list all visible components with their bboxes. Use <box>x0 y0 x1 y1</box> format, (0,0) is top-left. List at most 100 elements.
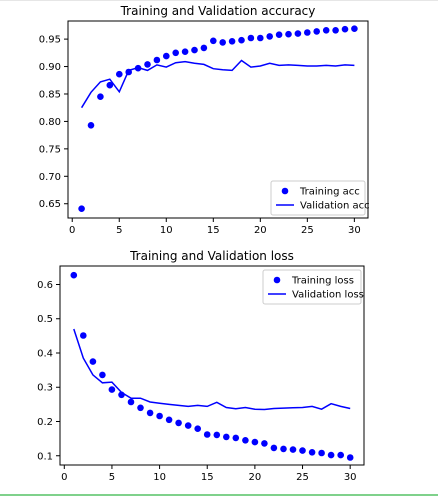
acc-training-point <box>200 44 208 52</box>
loss-x-tick-label: 0 <box>61 472 67 483</box>
acc-legend-label: Training acc <box>299 187 360 198</box>
acc-training-point <box>172 49 179 57</box>
acc-x-tick-label: 10 <box>160 225 173 236</box>
acc-training-point <box>210 37 217 45</box>
loss-training-point <box>156 412 163 420</box>
acc-x-tick-label: 0 <box>69 225 75 236</box>
acc-training-point <box>313 28 321 35</box>
acc-training-point <box>181 48 189 55</box>
loss-validation-line <box>73 328 351 411</box>
acc-training-point <box>116 70 123 78</box>
loss-y-tick-label: 0.6 <box>37 280 53 291</box>
loss-training-point <box>203 431 211 438</box>
acc-y-tick-label: 0.95 <box>39 35 61 46</box>
loss-training-point <box>280 445 287 453</box>
loss-training-point <box>137 404 144 412</box>
acc-legend: Training acc Validation acc <box>270 180 370 216</box>
acc-training-point <box>332 27 339 34</box>
loss-training-point <box>146 409 154 417</box>
loss-training-point <box>270 444 278 452</box>
loss-legend-label: Training loss <box>291 276 354 287</box>
acc-y-tick-label: 0.75 <box>39 144 61 155</box>
loss-y-tick-label: 0.2 <box>37 417 53 428</box>
loss-training-point <box>318 449 325 457</box>
acc-training-point <box>228 38 236 45</box>
loss-training-point <box>108 386 116 393</box>
loss-training-point <box>232 434 240 442</box>
acc-training-point <box>341 25 349 33</box>
loss-legend-marker-swatch <box>273 276 281 284</box>
loss-x-tick-label: 5 <box>109 472 115 483</box>
acc-training-point <box>304 29 311 36</box>
loss-y-tick-label: 0.1 <box>37 451 53 462</box>
acc-training-point <box>275 31 283 38</box>
acc-training-point <box>144 61 151 68</box>
acc-chart-title: Training and Validation accuracy <box>120 4 316 18</box>
image-bottom-border <box>0 494 438 496</box>
acc-plot-frame <box>67 20 369 219</box>
loss-training-point <box>327 451 335 459</box>
loss-x-tick-label: 15 <box>201 472 214 483</box>
acc-y-tick-label: 0.85 <box>39 89 61 100</box>
loss-training-point <box>165 416 173 424</box>
acc-training-point <box>191 46 198 54</box>
acc-training-point <box>285 30 292 38</box>
loss-training-point <box>127 398 135 406</box>
acc-training-point <box>351 25 358 32</box>
loss-training-point <box>337 451 345 459</box>
acc-legend-label: Validation acc <box>300 201 370 212</box>
loss-training-point <box>213 431 221 439</box>
loss-chart-title: Training and Validation loss <box>129 249 294 263</box>
acc-y-tick-label: 0.80 <box>39 117 61 128</box>
acc-y-tick-label: 0.90 <box>39 62 61 73</box>
acc-legend-marker-swatch <box>281 187 289 195</box>
loss-x-tick-label: 30 <box>344 472 357 483</box>
loss-training-point <box>261 440 268 447</box>
loss-training-point <box>184 422 192 429</box>
loss-x-tick-label: 25 <box>296 472 309 483</box>
acc-validation-line <box>80 59 355 109</box>
acc-y-tick-label: 0.70 <box>39 172 61 183</box>
loss-legend-box <box>262 269 362 305</box>
acc-training-point <box>163 52 170 60</box>
acc-training-point <box>97 93 104 100</box>
loss-training-point <box>175 419 182 427</box>
loss-legend: Training loss Validation loss <box>262 269 364 305</box>
loss-training-point <box>70 271 78 279</box>
acc-y-tick-label: 0.65 <box>39 199 61 210</box>
loss-training-point <box>346 454 354 461</box>
loss-training-point <box>308 449 316 456</box>
loss-training-point <box>89 358 97 365</box>
loss-training-point <box>289 446 297 453</box>
acc-training-point <box>219 39 226 46</box>
acc-x-tick-label: 20 <box>254 225 267 236</box>
acc-training-point <box>238 36 245 44</box>
acc-training-point <box>294 30 302 37</box>
acc-training-point <box>257 34 264 42</box>
loss-training-point <box>194 425 201 433</box>
loss-y-tick-label: 0.4 <box>37 348 53 359</box>
loss-training-point <box>299 447 306 454</box>
acc-x-tick-label: 5 <box>116 225 122 236</box>
acc-training-point <box>106 81 114 89</box>
loss-plot-frame <box>59 265 365 466</box>
loss-y-tick-label: 0.3 <box>37 383 53 394</box>
loss-x-tick-label: 10 <box>153 472 166 483</box>
loss-training-point <box>99 371 106 379</box>
acc-x-tick-label: 25 <box>301 225 314 236</box>
acc-training-point <box>153 56 161 64</box>
loss-y-tick-label: 0.5 <box>37 314 53 325</box>
acc-legend-box <box>270 180 366 216</box>
loss-training-point <box>223 433 230 441</box>
loss-training-point <box>242 437 249 444</box>
acc-x-tick-label: 30 <box>348 225 361 236</box>
acc-x-tick-label: 15 <box>207 225 220 236</box>
acc-training-point <box>322 27 330 34</box>
acc-training-point <box>266 33 274 40</box>
loss-legend-label: Validation loss <box>292 290 364 301</box>
accuracy-chart: Training and Validation accuracy 0 5 10 15 20… <box>39 4 370 236</box>
loss-chart: Training and Validation loss 0 5 10 15 20 25 30… <box>37 249 365 483</box>
loss-training-point <box>80 332 87 339</box>
loss-training-point <box>251 438 259 446</box>
